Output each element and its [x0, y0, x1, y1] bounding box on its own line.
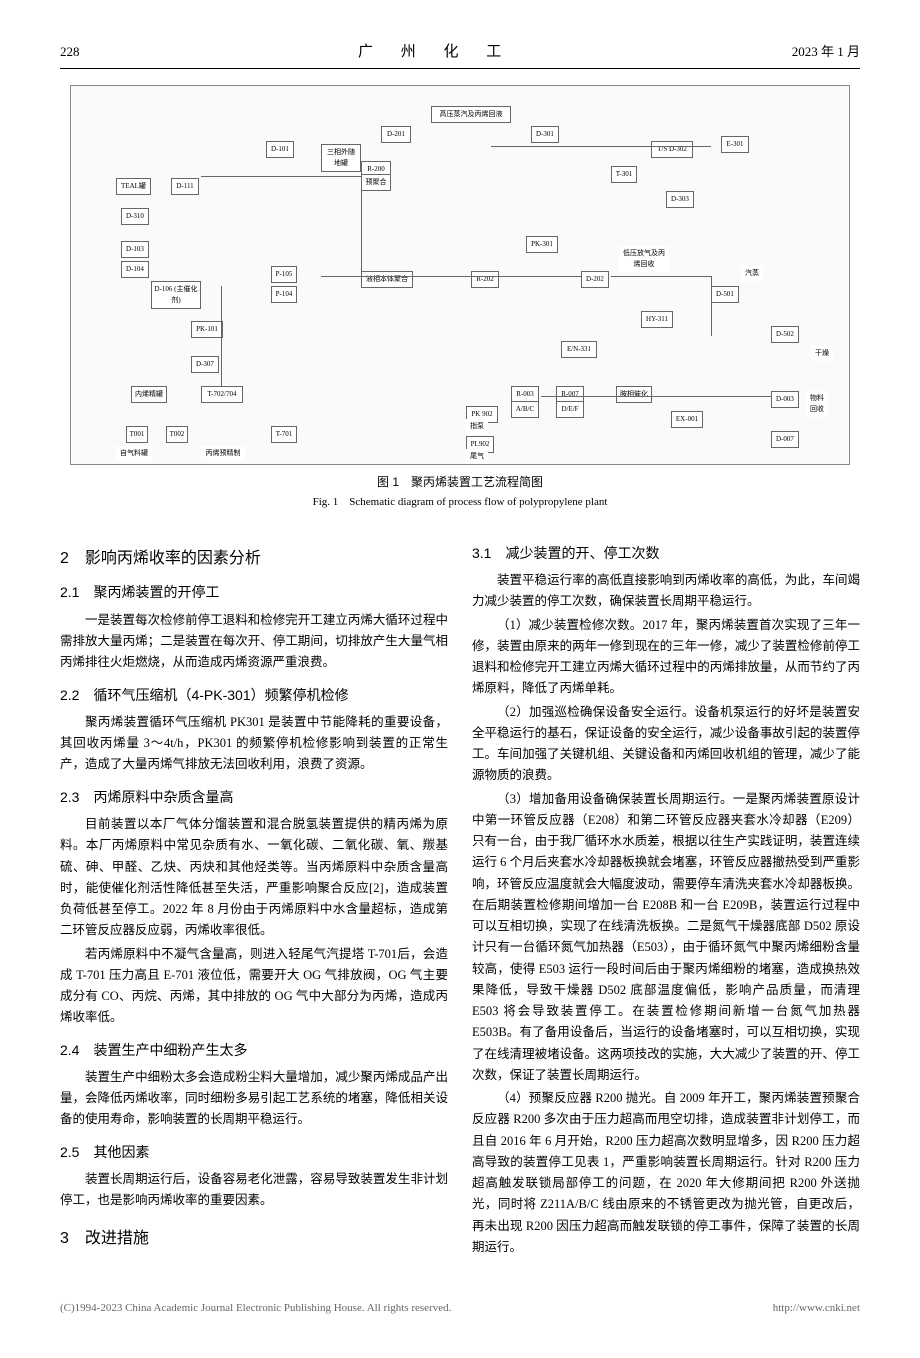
pfd-label: D/E/F — [556, 401, 584, 418]
pfd-label: D-106 (主催化剂) — [151, 281, 201, 309]
body-paragraph: （1）减少装置检修次数。2017 年，聚丙烯装置首次实现了三年一修，装置由原来的… — [472, 615, 860, 700]
pfd-label: T/S D-302 — [651, 141, 693, 158]
pfd-label: T002 — [166, 426, 188, 443]
pfd-label: D-101 — [266, 141, 294, 158]
body-paragraph: 装置长周期运行后，设备容易老化泄露，容易导致装置发生非计划停工，也是影响丙烯收率… — [60, 1169, 448, 1212]
figure-caption-cn: 图 1 聚丙烯装置工艺流程简图 — [60, 473, 860, 492]
pfd-line — [491, 146, 711, 147]
pfd-label: 液相本体聚合 — [361, 271, 413, 288]
pfd-label: E/N-331 — [561, 341, 597, 358]
pfd-label: 低压放气及丙烯回收 — [619, 246, 669, 272]
pfd-label: EX-001 — [671, 411, 703, 428]
pfd-label: D-003 — [771, 391, 799, 408]
pfd-label: PK-101 — [191, 321, 223, 338]
page-number: 228 — [60, 42, 80, 63]
figure-1: 高压蒸汽及丙烯回液 三相外随地罐 D-201 R-200 预聚合 D-101 T… — [60, 85, 860, 512]
body-paragraph: （4）预聚反应器 R200 抛光。自 2009 年开工，聚丙烯装置预聚合反应器 … — [472, 1088, 860, 1258]
pfd-label: T-301 — [611, 166, 637, 183]
pfd-label: D-111 — [171, 178, 199, 195]
subsection-2-3-title: 2.3 丙烯原料中杂质含量高 — [60, 786, 448, 808]
pfd-label: 胺相催化 — [616, 386, 652, 403]
body-paragraph: （2）加强巡检确保设备安全运行。设备机泵运行的好坏是装置安全平稳运行的基石，保证… — [472, 702, 860, 787]
subsection-2-5-title: 2.5 其他因素 — [60, 1141, 448, 1163]
journal-name: 广 州 化 工 — [358, 40, 513, 64]
pfd-label: 物料回收 — [806, 391, 828, 417]
pfd-label: P-105 — [271, 266, 297, 283]
pfd-label: 丙烯预精制 — [201, 446, 245, 461]
two-column-layout: 2 影响丙烯收率的因素分析 2.1 聚丙烯装置的开停工 一是装置每次检修前停工退… — [60, 532, 860, 1260]
page-header: 228 广 州 化 工 2023 年 1 月 — [60, 40, 860, 69]
pfd-label: 预聚合 — [361, 174, 391, 191]
pfd-label: D-201 — [381, 126, 411, 143]
page-footer: (C)1994-2023 China Academic Journal Elec… — [60, 1300, 860, 1318]
pfd-label: D-501 — [711, 286, 739, 303]
pfd-label: D-307 — [191, 356, 219, 373]
pfd-label: D-303 — [666, 191, 694, 208]
body-paragraph: 聚丙烯装置循环气压缩机 PK301 是装置中节能降耗的重要设备，其回收丙烯量 3… — [60, 712, 448, 776]
pfd-label: 尾气 — [466, 449, 488, 464]
subsection-2-2-title: 2.2 循环气压缩机（4-PK-301）频繁停机检修 — [60, 684, 448, 706]
body-paragraph: （3）增加备用设备确保装置长周期运行。一是聚丙烯装置原设计中第一环管反应器（E2… — [472, 789, 860, 1087]
subsection-3-1-title: 3.1 减少装置的开、停工次数 — [472, 542, 860, 564]
pfd-label: 内烯精罐 — [131, 386, 167, 403]
pfd-label: E-301 — [721, 136, 749, 153]
pfd-label: D-202 — [581, 271, 609, 288]
body-paragraph: 一是装置每次检修前停工退料和检修完开工建立丙烯大循环过程中需排放大量丙烯；二是装… — [60, 610, 448, 674]
figure-caption-en: Fig. 1 Schematic diagram of process flow… — [60, 494, 860, 512]
pfd-label: 干燥 — [811, 346, 833, 361]
body-paragraph: 装置生产中细粉太多会造成粉尘料大量增加，减少聚丙烯成品产出量，会降低丙烯收率，同… — [60, 1067, 448, 1131]
pfd-line — [321, 276, 581, 277]
body-paragraph: 装置平稳运行率的高低直接影响到丙烯收率的高低，为此，车间竭力减少装置的停工次数，… — [472, 570, 860, 613]
subsection-2-1-title: 2.1 聚丙烯装置的开停工 — [60, 581, 448, 603]
pfd-label: 汽蒸 — [741, 266, 763, 281]
section-2-title: 2 影响丙烯收率的因素分析 — [60, 546, 448, 572]
body-paragraph: 若丙烯原料中不凝气含量高，则进入轻尾气汽提塔 T-701后，会造成 T-701 … — [60, 944, 448, 1029]
pfd-label: R-202 — [471, 271, 499, 288]
pfd-label: 指泵 — [466, 419, 488, 434]
process-flow-diagram: 高压蒸汽及丙烯回液 三相外随地罐 D-201 R-200 预聚合 D-101 T… — [70, 85, 850, 465]
pfd-line — [611, 276, 711, 277]
footer-url: http://www.cnki.net — [773, 1300, 860, 1318]
pfd-label: A/B/C — [511, 401, 539, 418]
left-column: 2 影响丙烯收率的因素分析 2.1 聚丙烯装置的开停工 一是装置每次检修前停工退… — [60, 532, 448, 1260]
pfd-label: T-702/704 — [201, 386, 243, 403]
pfd-label: TEAL罐 — [116, 178, 151, 195]
pfd-label: P-104 — [271, 286, 297, 303]
pfd-line — [201, 176, 361, 177]
pfd-line — [221, 286, 222, 386]
subsection-2-4-title: 2.4 装置生产中细粉产生太多 — [60, 1039, 448, 1061]
pfd-label: HY-311 — [641, 311, 673, 328]
pfd-label: D-502 — [771, 326, 799, 343]
pfd-label: D-310 — [121, 208, 149, 225]
pfd-label: T001 — [126, 426, 148, 443]
pfd-line — [361, 176, 362, 271]
pfd-label: D-103 — [121, 241, 149, 258]
section-3-title: 3 改进措施 — [60, 1226, 448, 1252]
pfd-label: 高压蒸汽及丙烯回液 — [431, 106, 511, 123]
pfd-label: T-701 — [271, 426, 297, 443]
pfd-line — [711, 276, 712, 336]
pfd-label: 三相外随地罐 — [321, 144, 361, 172]
pfd-label: D-301 — [531, 126, 559, 143]
pfd-label: D-104 — [121, 261, 149, 278]
body-paragraph: 目前装置以本厂气体分馏装置和混合脱氢装置提供的精丙烯为原料。本厂丙烯原料中常见杂… — [60, 814, 448, 942]
pfd-line — [541, 396, 771, 397]
right-column: 3.1 减少装置的开、停工次数 装置平稳运行率的高低直接影响到丙烯收率的高低，为… — [472, 532, 860, 1260]
publication-date: 2023 年 1 月 — [792, 42, 860, 63]
pfd-label: PK-301 — [526, 236, 558, 253]
pfd-label: D-007 — [771, 431, 799, 448]
copyright-text: (C)1994-2023 China Academic Journal Elec… — [60, 1300, 451, 1318]
pfd-label: 自气料罐 — [116, 446, 152, 461]
